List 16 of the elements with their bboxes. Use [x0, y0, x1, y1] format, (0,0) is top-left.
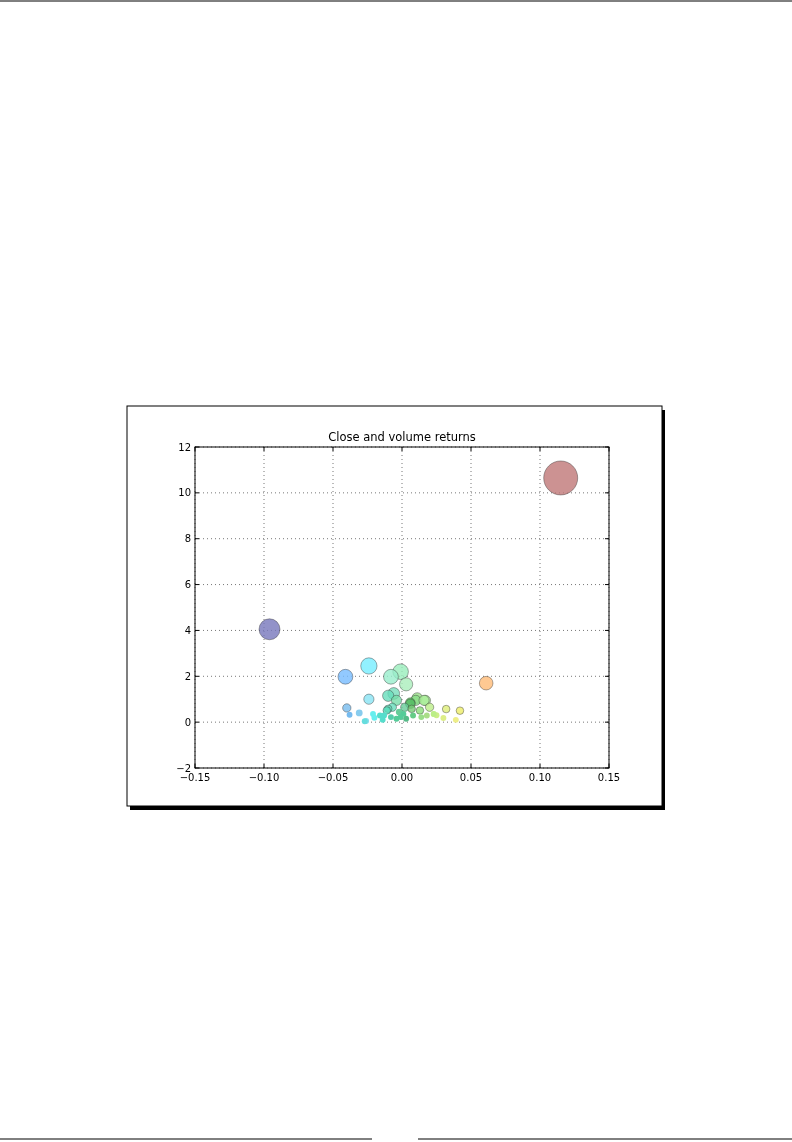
- y-tick-label: 12: [178, 441, 191, 453]
- x-tick-label: 0.10: [528, 772, 552, 783]
- x-tick-label: −0.10: [248, 772, 280, 783]
- x-tick-label: 0.15: [597, 772, 621, 783]
- x-tick-label: 0.05: [459, 772, 483, 783]
- x-tick-label: −0.05: [317, 772, 349, 783]
- x-tick-label: 0.00: [390, 772, 414, 783]
- y-tick-label: 4: [184, 624, 191, 636]
- x-tick-label: −0.15: [179, 772, 211, 783]
- y-tick-label: 10: [178, 487, 191, 499]
- y-tick-label: 6: [184, 579, 191, 591]
- y-tick-label: 0: [184, 716, 191, 728]
- chart-title: Close and volume returns: [328, 430, 476, 444]
- y-tick-label: 2: [184, 670, 191, 682]
- y-tick-label: −2: [176, 762, 191, 774]
- y-tick-label: 8: [184, 533, 191, 545]
